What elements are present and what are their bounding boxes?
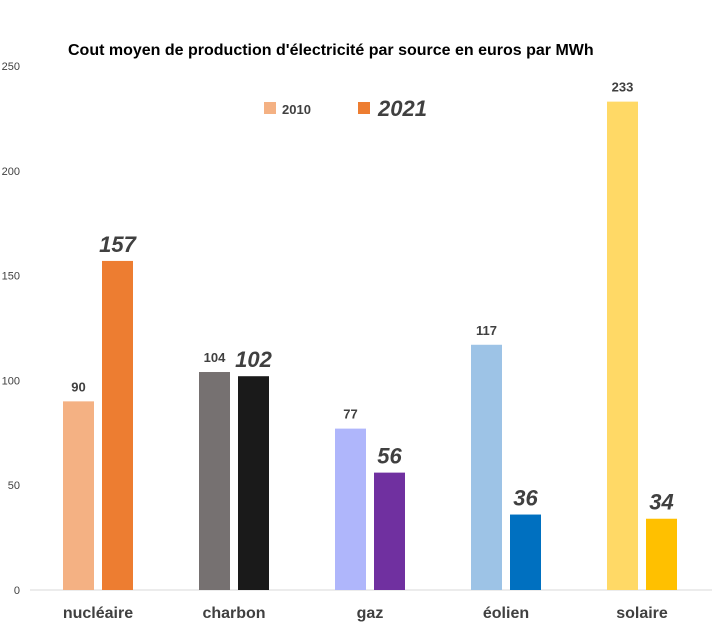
bar-2010-2 [335, 428, 366, 590]
y-tick-label-0: 0 [14, 585, 20, 597]
x-tick-label-0: nucléaire [63, 605, 133, 622]
bar-2021-2 [374, 472, 405, 590]
x-tick-label-3: éolien [483, 605, 529, 622]
bar-2021-0 [102, 260, 133, 590]
legend-label-2010: 2010 [282, 102, 311, 117]
bar-2010-4 [607, 101, 638, 590]
data-label-2021-4: 34 [649, 490, 673, 515]
y-tick-label-4: 200 [2, 166, 20, 178]
data-label-2021-2: 56 [377, 444, 402, 469]
data-label-2010-2: 77 [343, 407, 357, 422]
bar-2021-4 [646, 518, 677, 590]
bar-2021-3 [510, 514, 541, 590]
y-tick-label-3: 150 [2, 271, 20, 283]
bars [63, 101, 677, 590]
legend: 2010 2021 [264, 96, 427, 121]
data-label-2021-3: 36 [513, 486, 538, 511]
bar-2021-1 [238, 376, 269, 590]
legend-swatch-2021 [358, 102, 370, 114]
bar-2010-1 [199, 372, 230, 590]
data-label-2010-1: 104 [204, 350, 226, 365]
data-label-2010-4: 233 [612, 80, 634, 95]
y-axis: 0 50 100 150 200 250 [2, 61, 20, 597]
data-label-2021-1: 102 [235, 347, 272, 372]
data-labels: 90 157 104 102 77 56 117 36 233 34 [71, 80, 673, 515]
data-label-2010-3: 117 [476, 323, 497, 338]
x-tick-label-2: gaz [357, 605, 384, 622]
x-tick-label-1: charbon [202, 605, 265, 622]
data-label-2021-0: 157 [99, 232, 137, 257]
x-tick-label-4: solaire [616, 605, 668, 622]
bar-2010-0 [63, 401, 94, 590]
chart-title: Cout moyen de production d'électricité p… [68, 42, 594, 59]
y-tick-label-2: 100 [2, 375, 20, 387]
y-tick-label-1: 50 [8, 480, 20, 492]
x-axis: nucléaire charbon gaz éolien solaire [63, 605, 668, 622]
bar-2010-3 [471, 344, 502, 590]
legend-label-2021: 2021 [377, 96, 427, 121]
legend-swatch-2010 [264, 102, 276, 114]
y-tick-label-5: 250 [2, 61, 20, 73]
data-label-2010-0: 90 [71, 379, 85, 394]
